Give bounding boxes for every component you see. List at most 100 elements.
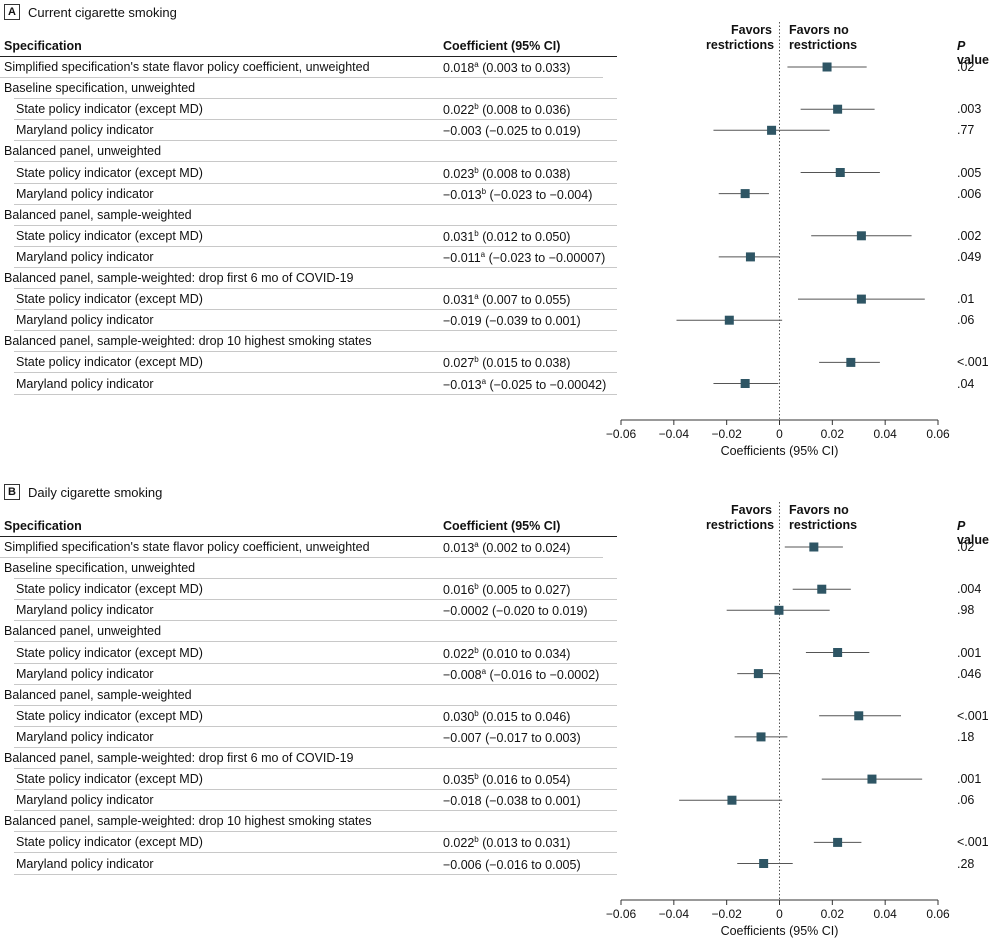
x-tick-label: −0.02: [711, 907, 742, 921]
favors-left-line2: restrictions: [706, 518, 775, 532]
confidence-interval: (0.015 to 0.038): [478, 356, 571, 371]
row-divider: [14, 393, 617, 395]
coefficient-ci: 0.022b (0.010 to 0.034): [443, 646, 570, 661]
point-estimate-marker: [767, 125, 777, 135]
specification-label: Maryland policy indicator: [16, 856, 154, 871]
panel-title: Current cigarette smoking: [28, 4, 177, 20]
point-estimate-marker: [817, 584, 827, 594]
table-row: State policy indicator (except MD) 0.022b…: [0, 832, 1000, 854]
x-tick-label: 0.04: [873, 427, 897, 441]
confidence-interval: (−0.023 to −0.00007): [485, 251, 606, 266]
significance-footnote: b: [481, 186, 487, 196]
table-row: State policy indicator (except MD) 0.022b…: [0, 99, 1000, 121]
specification-label: State policy indicator (except MD): [16, 772, 203, 787]
point-estimate-marker: [846, 357, 856, 367]
p-value: .001: [957, 772, 982, 787]
specification-label: Maryland policy indicator: [16, 249, 154, 264]
table-row: Maryland policy indicator −0.011a (−0.023…: [0, 247, 1000, 268]
favors-right-line1: Favors no: [789, 503, 849, 517]
coefficient-estimate: −0.0002: [443, 604, 489, 619]
panel-letter: A: [4, 4, 20, 20]
specification-label: Maryland policy indicator: [16, 123, 154, 138]
x-axis-title: Coefficients (95% CI): [721, 924, 839, 938]
coefficient-ci: 0.031a (0.007 to 0.055): [443, 292, 570, 307]
favors-restrictions-label: Favors restrictions: [706, 23, 775, 53]
point-estimate-marker: [856, 294, 866, 304]
group-header-row: Balanced panel, sample-weighted: drop 10…: [0, 811, 1000, 833]
confidence-interval: (−0.025 to −0.00042): [486, 377, 607, 392]
column-header-specification: Specification: [4, 519, 82, 533]
favors-left-line1: Favors: [731, 23, 772, 37]
row-divider: [14, 620, 617, 622]
point-estimate-marker: [809, 542, 819, 552]
favors-restrictions-label: Favors restrictions: [706, 503, 775, 533]
specification-label: Baseline specification, unweighted: [4, 81, 196, 96]
table-row: Maryland policy indicator −0.013a (−0.025…: [0, 374, 1000, 395]
coefficient-ci: 0.023b (0.008 to 0.038): [443, 166, 570, 181]
specification-label: Balanced panel, sample-weighted: drop fi…: [4, 751, 354, 765]
p-value: <.001: [957, 708, 989, 723]
coefficient-estimate: −0.013: [443, 187, 482, 202]
coefficient-estimate: 0.023: [443, 166, 475, 181]
row-divider: [14, 641, 617, 643]
specification-label: Maryland policy indicator: [16, 376, 154, 391]
p-value-label-italic: P: [957, 519, 966, 533]
x-tick-label: −0.06: [606, 427, 637, 441]
coefficient-estimate: 0.022: [443, 103, 475, 118]
point-estimate-marker: [822, 62, 832, 72]
row-divider: [14, 873, 617, 875]
specification-label: Balanced panel, unweighted: [4, 624, 162, 639]
favors-right-line1: Favors no: [789, 23, 849, 37]
group-header-row: Baseline specification, unweighted: [0, 558, 1000, 580]
coefficient-ci: −0.018 (−0.038 to 0.001): [443, 793, 581, 808]
favors-right-line2: restrictions: [789, 38, 858, 52]
forest-plot: −0.06 −0.04 −0.02 0 0.02 0.04 0.06 Coefficients…: [606, 22, 950, 458]
coefficient-ci: 0.027b (0.015 to 0.038): [443, 355, 570, 370]
row-divider: [0, 557, 603, 558]
coefficient-estimate: −0.019: [443, 314, 482, 329]
coefficient-ci: −0.006 (−0.016 to 0.005): [443, 857, 581, 872]
table-row: State policy indicator (except MD) 0.031a…: [0, 289, 1000, 311]
forest-plot: −0.06 −0.04 −0.02 0 0.02 0.04 0.06 Coefficients…: [606, 502, 950, 938]
table-row: Maryland policy indicator −0.013b (−0.023…: [0, 184, 1000, 205]
specification-label: State policy indicator (except MD): [16, 102, 203, 117]
point-estimate-marker: [740, 189, 750, 199]
header-rule: [0, 536, 617, 537]
significance-footnote: a: [474, 540, 479, 549]
confidence-interval: (0.008 to 0.036): [478, 103, 571, 118]
coefficient-ci: 0.030b (0.015 to 0.046): [443, 709, 570, 724]
favors-no-restrictions-label: Favors no restrictions: [789, 503, 857, 533]
confidence-interval: (0.008 to 0.038): [478, 166, 571, 181]
p-value: .06: [957, 313, 975, 328]
specification-label: State policy indicator (except MD): [16, 165, 203, 180]
table-row: Simplified specification's state flavor …: [0, 537, 1000, 558]
coefficient-ci: 0.016b (0.005 to 0.027): [443, 582, 570, 597]
table-row: State policy indicator (except MD) 0.022b…: [0, 643, 1000, 664]
row-divider: [14, 140, 617, 142]
coefficient-ci: −0.011a (−0.023 to −0.00007): [443, 250, 605, 265]
confidence-interval: (0.012 to 0.050): [478, 229, 571, 244]
x-tick-label: 0: [776, 907, 783, 921]
coefficient-ci: 0.018a (0.003 to 0.033): [443, 60, 570, 75]
favors-left-line2: restrictions: [706, 38, 775, 52]
significance-footnote: a: [481, 666, 487, 676]
significance-footnote: b: [474, 165, 479, 175]
p-value: .006: [957, 186, 982, 201]
significance-footnote: a: [480, 249, 486, 259]
p-value: .02: [957, 60, 975, 74]
specification-label: State policy indicator (except MD): [16, 355, 203, 370]
header-rule: [0, 56, 617, 57]
row-divider: [14, 578, 617, 580]
group-header-row: Balanced panel, sample-weighted: [0, 205, 1000, 226]
coefficient-estimate: 0.022: [443, 836, 475, 851]
column-header-p-value: P value: [957, 519, 1000, 547]
column-header-coefficient: Coefficient (95% CI): [443, 39, 561, 53]
confidence-interval: (0.002 to 0.024): [478, 541, 571, 556]
x-tick-label: −0.02: [711, 427, 742, 441]
specification-label: State policy indicator (except MD): [16, 582, 203, 597]
table-row: State policy indicator (except MD) 0.023b…: [0, 163, 1000, 184]
table-row: State policy indicator (except MD) 0.035b…: [0, 769, 1000, 791]
row-divider: [14, 768, 617, 769]
coefficient-estimate: 0.027: [443, 356, 475, 371]
point-estimate-marker: [774, 605, 784, 615]
